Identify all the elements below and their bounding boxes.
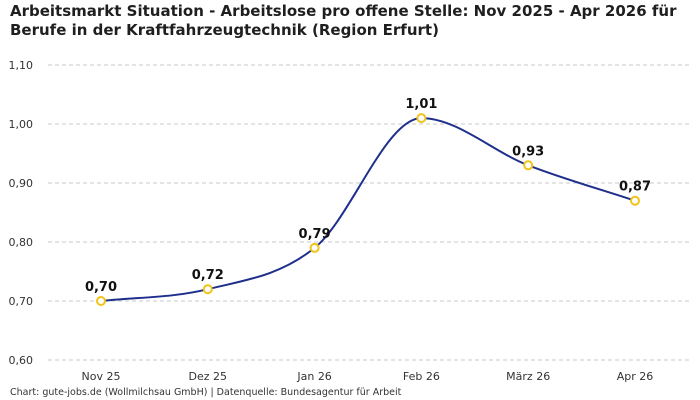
data-markers bbox=[96, 113, 640, 306]
x-axis-tick-labels: Nov 25 Dez 25 Jan 26 Feb 26 März 26 Apr 26 bbox=[82, 370, 654, 383]
data-point bbox=[96, 296, 106, 306]
data-point bbox=[309, 242, 320, 253]
data-label: 0,70 bbox=[85, 280, 117, 295]
y-axis-tick-labels: 0,60 0,70 0,80 0,90 1,00 1,10 bbox=[9, 59, 34, 367]
data-point bbox=[416, 113, 427, 124]
data-point bbox=[202, 284, 213, 295]
chart-title: Arbeitsmarkt Situation - Arbeitslose pro… bbox=[10, 2, 677, 39]
x-tick-label: Nov 25 bbox=[82, 370, 121, 383]
data-label: 0,72 bbox=[192, 268, 224, 283]
series-line bbox=[100, 117, 636, 302]
y-tick-label: 1,00 bbox=[9, 118, 34, 131]
data-label: 0,79 bbox=[299, 227, 331, 242]
y-tick-label: 1,10 bbox=[9, 59, 34, 72]
data-label: 0,93 bbox=[512, 144, 544, 159]
data-label: 1,01 bbox=[405, 97, 437, 112]
y-tick-label: 0,60 bbox=[9, 354, 34, 367]
y-tick-label: 0,80 bbox=[9, 236, 34, 249]
x-tick-label: Feb 26 bbox=[403, 370, 440, 383]
data-point bbox=[523, 160, 534, 171]
data-labels: 0,70 0,72 0,79 1,01 0,93 0,87 bbox=[85, 97, 651, 295]
grid-lines bbox=[48, 64, 690, 361]
x-tick-label: Apr 26 bbox=[617, 370, 654, 383]
x-tick-label: Jan 26 bbox=[296, 370, 331, 383]
x-tick-label: Dez 25 bbox=[189, 370, 228, 383]
y-tick-label: 0,70 bbox=[9, 295, 34, 308]
x-tick-label: März 26 bbox=[506, 370, 550, 383]
y-tick-label: 0,90 bbox=[9, 177, 34, 190]
data-point bbox=[630, 195, 640, 206]
data-label: 0,87 bbox=[619, 180, 651, 195]
source-footer: Chart: gute-jobs.de (Wollmilchsau GmbH) … bbox=[10, 387, 402, 398]
